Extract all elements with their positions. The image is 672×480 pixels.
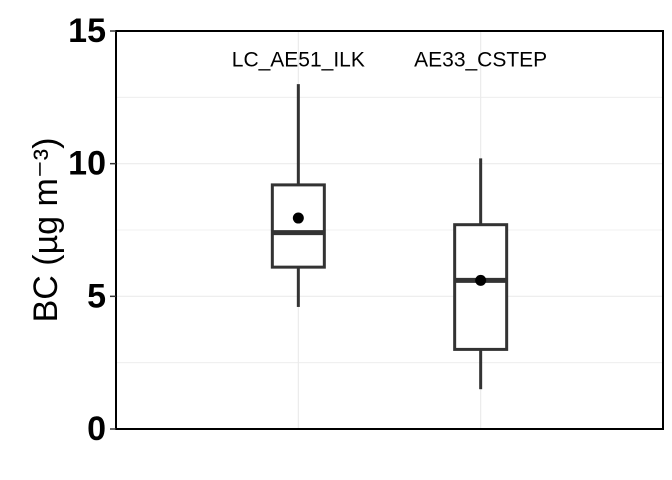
- mean-point: [475, 274, 487, 286]
- box-body: [270, 183, 326, 269]
- y-tick-label: 15: [68, 12, 106, 50]
- box-0: [270, 84, 326, 307]
- y-tick-label: 5: [87, 277, 106, 315]
- grid-lines: [116, 30, 663, 430]
- plot-panel-border: [115, 30, 664, 430]
- boxes-layer: [270, 84, 509, 390]
- mean-point: [292, 212, 304, 224]
- y-tick-label: 10: [68, 145, 106, 183]
- box-body: [453, 223, 509, 351]
- category-label: LC_AE51_ILK: [232, 49, 365, 72]
- y-axis-label: BC (µg m⁻³): [27, 138, 65, 323]
- category-label: AE33_CSTEP: [414, 49, 547, 72]
- y-axis: 0 5 10 15: [68, 12, 116, 448]
- y-tick-label: 0: [87, 410, 106, 448]
- category-labels: LC_AE51_ILK AE33_CSTEP: [232, 49, 547, 72]
- box-1: [453, 158, 509, 390]
